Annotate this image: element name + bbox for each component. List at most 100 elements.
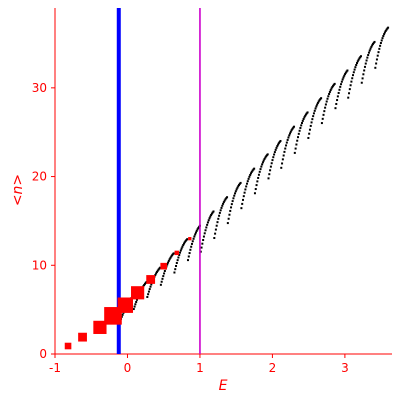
black-data-point [212,210,215,213]
black-data-point [193,235,196,238]
black-data-point [369,47,372,50]
black-data-point [221,204,224,207]
black-data-point [147,293,150,296]
black-data-point [311,118,314,121]
black-data-point [284,147,287,150]
red-data-point [64,342,72,350]
black-data-point [308,132,311,135]
black-data-point [294,147,297,150]
y-tick-label: 0 [39,347,47,361]
black-data-point [264,156,267,159]
black-data-point [256,180,259,183]
black-data-point [218,214,221,217]
black-data-point [351,77,354,80]
black-data-point [270,162,273,165]
black-data-point [330,87,333,90]
black-data-point [258,170,261,173]
black-data-point [235,188,238,191]
black-data-point [234,192,237,195]
y-axis-title: <n> [10,174,26,206]
black-data-point [283,150,286,153]
black-data-point [370,45,373,48]
black-data-point [218,211,221,214]
black-data-point [226,222,229,225]
black-data-point [360,81,363,84]
black-data-point [262,159,265,162]
black-data-point [206,221,209,224]
black-data-point [309,124,312,127]
black-data-point [120,315,123,318]
black-data-point [367,51,370,54]
black-data-point [359,56,362,59]
black-data-point [147,290,150,293]
black-data-point [293,151,296,154]
black-data-point [143,284,146,287]
black-data-point [186,238,189,241]
black-data-point [332,84,335,87]
black-data-point [183,242,186,245]
black-data-point [383,31,386,34]
black-data-point [167,261,170,264]
black-data-point [310,121,313,124]
x-tick-label: -1 [49,361,61,375]
black-data-point [190,242,193,245]
black-data-point [143,282,146,285]
black-data-point [157,268,160,271]
black-data-point [320,122,323,125]
black-data-point [314,107,317,110]
black-data-point [333,82,336,85]
black-data-point [248,175,251,178]
black-data-point [170,255,173,258]
black-data-point [161,277,164,280]
black-data-point [209,215,212,218]
black-data-point [300,124,303,127]
black-data-point [163,269,166,272]
black-data-point [373,40,376,43]
black-data-point [379,44,382,47]
black-data-point [291,127,294,130]
black-data-point [349,84,352,87]
black-data-point [228,213,231,216]
black-data-point [290,129,293,132]
black-data-point [201,242,204,245]
black-data-point [299,126,302,129]
black-data-point [210,213,213,216]
black-data-point [336,95,339,98]
black-data-point [383,33,386,36]
black-data-point [363,65,366,68]
black-data-point [190,245,193,248]
black-data-point [273,153,276,156]
black-data-point [168,258,171,261]
black-data-point [173,271,176,274]
black-data-point [289,132,292,135]
red-data-point [104,307,122,325]
black-data-point [366,56,369,59]
black-data-point [320,97,323,100]
black-data-point [307,136,310,139]
black-data-point [149,285,152,288]
black-data-point [154,273,157,276]
black-data-point [379,42,382,45]
black-data-point [315,105,318,108]
black-data-point [328,90,331,93]
black-data-point [316,101,319,104]
black-data-point [266,153,269,156]
black-data-point [259,168,262,171]
black-data-point [229,209,232,212]
black-data-point [317,100,320,103]
black-data-point [240,207,243,210]
black-data-point [312,115,315,118]
black-data-point [232,197,235,200]
black-data-point [356,60,359,63]
black-data-point [289,130,292,133]
black-data-point [156,269,159,272]
black-data-point [275,146,278,149]
black-data-point [378,47,381,50]
black-data-point [241,198,244,201]
black-data-point [133,305,136,308]
black-data-point [214,232,217,235]
black-data-point [345,70,348,73]
red-data-point [174,250,179,256]
black-data-point [227,217,230,220]
